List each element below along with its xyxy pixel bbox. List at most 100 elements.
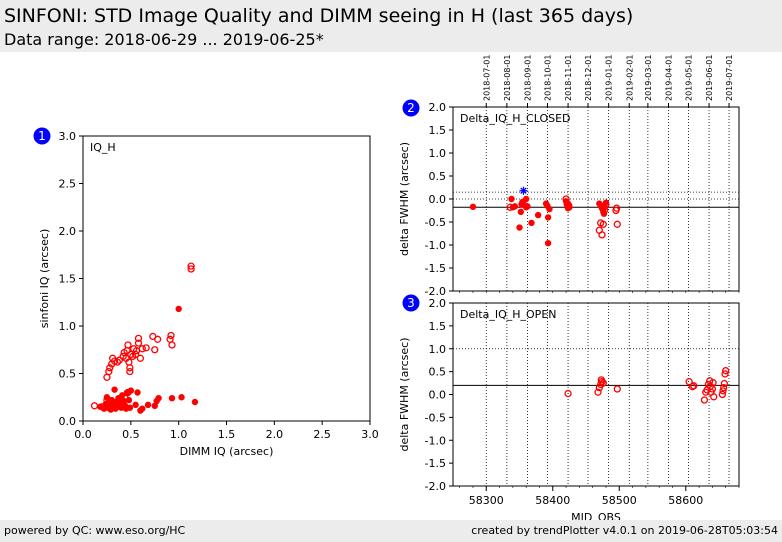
panel3-point bbox=[594, 388, 602, 396]
panel2-date-label: 2019-05-01 bbox=[684, 55, 693, 102]
panel3-ytick-label: -1.0 bbox=[425, 434, 446, 447]
panel3-xtick-label: 58400 bbox=[535, 494, 570, 507]
plots-canvas: 0.0 0.5 1.0 1.5 2.0 2.5 3.0 0.0 0.5 1.0 1.5 2.0 2.5 3… bbox=[33, 54, 740, 520]
panel1-point bbox=[153, 335, 162, 343]
panel1-frame bbox=[82, 135, 371, 422]
panel2-point bbox=[599, 220, 607, 228]
panel2-point bbox=[508, 195, 515, 203]
panel2-date-label: 2018-09-01 bbox=[523, 55, 532, 102]
panel3-ytick-label: 0.5 bbox=[429, 366, 447, 379]
panel1-ytick-label: 2.0 bbox=[59, 225, 77, 238]
panel3-ytick-label: 1.5 bbox=[429, 320, 447, 333]
panel3-point bbox=[700, 396, 709, 404]
panel3-point bbox=[709, 378, 717, 387]
panel3-ytick-label: 0.0 bbox=[429, 389, 447, 402]
panel1-xtick-label: 2.5 bbox=[313, 428, 331, 441]
panel2-badge bbox=[402, 99, 420, 117]
panel2-date-label: 2018-12-01 bbox=[584, 55, 593, 102]
footer-powered-by: powered by QC: www.eso.org/HC bbox=[4, 524, 186, 537]
panel2-point bbox=[562, 195, 570, 203]
panel3-xlabel: MJD_OBS bbox=[571, 511, 621, 520]
panel3-ytick-label: -0.5 bbox=[425, 411, 446, 424]
panel3-badge bbox=[402, 294, 420, 312]
panel1-point bbox=[134, 334, 143, 343]
panel3-xtick-label: 58600 bbox=[668, 494, 703, 507]
panel1-ytick-label: 1.0 bbox=[59, 320, 77, 333]
panel3-point bbox=[718, 390, 727, 399]
panel2-date-label: 2018-10-01 bbox=[543, 55, 552, 102]
panel1-point bbox=[168, 395, 176, 402]
panel2-point bbox=[519, 198, 527, 206]
panel2-date-label: 2018-08-01 bbox=[503, 55, 512, 101]
panel3-point bbox=[613, 385, 621, 393]
panel2-point bbox=[613, 220, 621, 228]
panel2-point bbox=[565, 201, 573, 210]
panel3-ytick-label: 1.0 bbox=[429, 343, 447, 356]
panel3-ytick-label: -1.5 bbox=[425, 457, 446, 470]
panel1-point bbox=[113, 358, 122, 366]
panel2-ytick-label: 0.0 bbox=[429, 193, 447, 206]
panel1-point bbox=[191, 398, 199, 406]
panel3-point bbox=[598, 378, 606, 386]
panel1-point bbox=[178, 394, 185, 401]
panel1-point bbox=[115, 356, 124, 364]
panel2-point bbox=[544, 214, 552, 221]
panel2-frame bbox=[452, 106, 740, 292]
panel1-point bbox=[127, 387, 135, 394]
panel3-ytick-label: -2.0 bbox=[425, 480, 446, 493]
panel2-ylabel: delta FWHM (arcsec) bbox=[398, 142, 411, 256]
panel2-ytick-label: 1.5 bbox=[429, 124, 447, 137]
panel3-point bbox=[685, 378, 693, 386]
panel1-ytick-label: 0.0 bbox=[59, 415, 77, 428]
panel1-ytick-label: 2.5 bbox=[59, 178, 77, 191]
panel1-point bbox=[187, 265, 195, 273]
panel2-point bbox=[519, 186, 528, 195]
panel1-point bbox=[155, 395, 162, 402]
footer-created-by: created by trendPlotter v4.0.1 on 2019-0… bbox=[471, 524, 778, 537]
panel1-xlabel: DIMM IQ (arcsec) bbox=[180, 445, 274, 458]
panel2-date-label: 2018-11-01 bbox=[564, 55, 573, 102]
panel1-ylabel: sinfoni IQ (arcsec) bbox=[38, 229, 51, 328]
panel2-date-label: 2019-02-01 bbox=[625, 55, 634, 102]
panel1-point bbox=[187, 262, 195, 270]
panel2-point bbox=[524, 203, 531, 210]
panel2-point bbox=[612, 204, 621, 212]
panel3-point bbox=[719, 387, 727, 395]
panel3-point bbox=[564, 389, 572, 398]
panel2-point bbox=[546, 205, 553, 213]
panel2-point bbox=[506, 203, 514, 211]
panel1-point bbox=[144, 401, 152, 409]
panel2-ytick-label: 0.5 bbox=[429, 170, 447, 183]
panel2-ytick-label: 1.0 bbox=[429, 147, 447, 160]
panel3-point bbox=[722, 367, 730, 375]
panel3-title: Delta_IQ_H_OPEN bbox=[460, 308, 557, 321]
panel1-point bbox=[138, 345, 146, 353]
panel3-xtick-label: 58500 bbox=[602, 494, 637, 507]
panel1-point bbox=[134, 339, 143, 347]
panel2-title: Delta_IQ_H_CLOSED bbox=[460, 112, 571, 125]
footer-bar bbox=[0, 520, 782, 542]
panel2-date-label: 2019-04-01 bbox=[664, 55, 673, 102]
panel2-point bbox=[528, 219, 535, 227]
panel2-ytick-label: -1.0 bbox=[425, 239, 446, 252]
panel2-date-label: 2019-03-01 bbox=[644, 55, 653, 102]
panel1-xtick-label: 3.0 bbox=[361, 428, 379, 441]
panel1-point bbox=[167, 331, 175, 340]
panel2-point bbox=[602, 200, 610, 209]
panel2-badge-label: 2 bbox=[407, 101, 415, 115]
panel1-xtick-label: 1.5 bbox=[218, 428, 236, 441]
panel2-point bbox=[469, 203, 477, 211]
panel2-ytick-label: -1.5 bbox=[425, 262, 446, 275]
page-subtitle: Data range: 2018-06-29 ... 2019-06-25* bbox=[4, 30, 324, 49]
panel3-ylabel: delta FWHM (arcsec) bbox=[398, 337, 411, 451]
panel1-point bbox=[125, 396, 133, 404]
panel1-point bbox=[126, 404, 134, 411]
panel1-title: IQ_H bbox=[90, 141, 116, 154]
panel2-date-label: 2019-06-01 bbox=[705, 55, 714, 102]
panel3-point bbox=[599, 379, 607, 387]
panel3-badge-label: 3 bbox=[407, 296, 415, 310]
panel1-xtick-label: 0.0 bbox=[74, 428, 92, 441]
panel1-point bbox=[126, 367, 134, 376]
panel1-point bbox=[151, 346, 159, 354]
panel3-point bbox=[720, 379, 729, 388]
